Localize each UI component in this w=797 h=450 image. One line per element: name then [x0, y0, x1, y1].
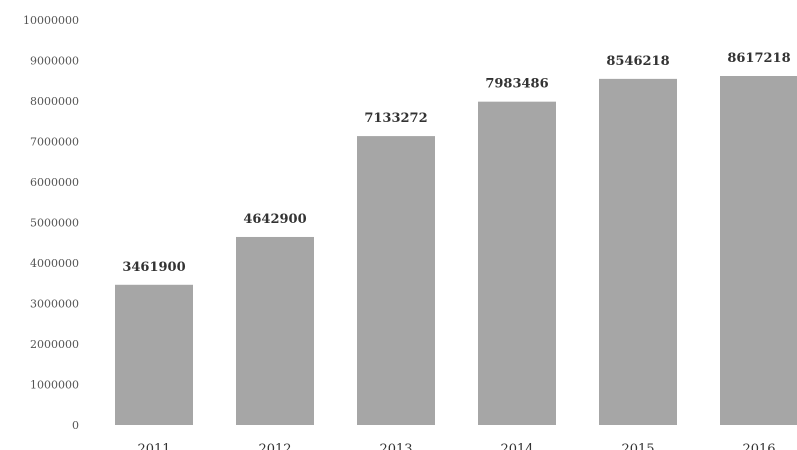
data-label-2015: 8546218 — [606, 54, 669, 69]
y-tick-label: 7000000 — [30, 136, 79, 149]
x-axis: 2011 2012 2013 2014 2015 2016 — [137, 442, 775, 450]
bar-2011 — [115, 284, 193, 425]
data-label-2016: 8617218 — [727, 51, 790, 66]
y-tick-label: 9000000 — [30, 55, 79, 68]
x-tick-label-2013: 2013 — [379, 442, 412, 450]
bars: 3461900 4642900 7133272 7983486 8546218 86172… — [115, 51, 797, 425]
bar-2012 — [236, 236, 314, 425]
y-tick-label: 10000000 — [23, 14, 79, 27]
y-axis: 0 1000000 2000000 3000000 4000000 5000000 6000… — [23, 14, 79, 432]
x-tick-label-2012: 2012 — [258, 442, 291, 450]
data-label-2012: 4642900 — [243, 212, 306, 227]
x-tick-label-2014: 2014 — [500, 442, 533, 450]
data-label-2014: 7983486 — [485, 77, 548, 92]
y-tick-label: 1000000 — [30, 379, 79, 392]
y-tick-label: 8000000 — [30, 95, 79, 108]
bar-2015 — [599, 78, 677, 425]
bar-2016 — [720, 76, 797, 425]
x-tick-label-2015: 2015 — [621, 442, 654, 450]
y-tick-label: 6000000 — [30, 176, 79, 189]
data-label-2013: 7133272 — [364, 111, 427, 126]
y-tick-label: 2000000 — [30, 338, 79, 351]
y-tick-label: 5000000 — [30, 217, 79, 230]
data-label-2011: 3461900 — [122, 260, 185, 275]
y-tick-label: 4000000 — [30, 257, 79, 270]
y-tick-label: 0 — [72, 419, 79, 432]
x-tick-label-2011: 2011 — [137, 442, 170, 450]
y-tick-label: 3000000 — [30, 298, 79, 311]
x-tick-label-2016: 2016 — [742, 442, 775, 450]
bar-2014 — [478, 101, 556, 425]
bar-2013 — [357, 136, 435, 425]
